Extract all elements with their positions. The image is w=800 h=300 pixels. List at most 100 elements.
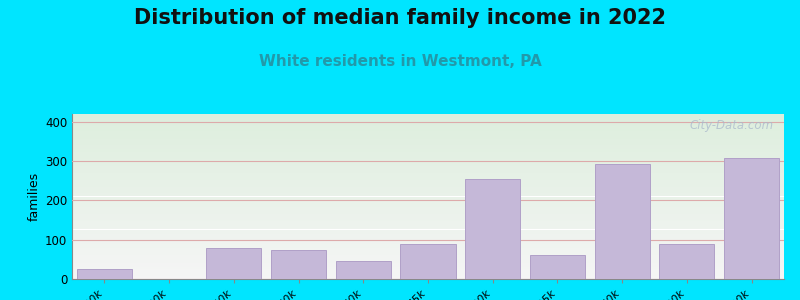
Text: Distribution of median family income in 2022: Distribution of median family income in … <box>134 8 666 28</box>
Bar <box>72 198 784 199</box>
Text: City-Data.com: City-Data.com <box>689 119 774 132</box>
Bar <box>72 124 784 125</box>
Bar <box>72 139 784 140</box>
Bar <box>72 119 784 120</box>
Bar <box>72 162 784 163</box>
Bar <box>72 206 784 207</box>
Bar <box>72 197 784 198</box>
Bar <box>72 121 784 122</box>
Bar <box>72 230 784 231</box>
Bar <box>72 194 784 195</box>
Bar <box>271 250 326 279</box>
Bar <box>72 177 784 178</box>
Bar <box>72 246 784 247</box>
Bar <box>72 205 784 206</box>
Bar <box>530 255 585 279</box>
Bar <box>72 269 784 270</box>
Bar <box>72 273 784 274</box>
Bar <box>72 167 784 168</box>
Bar <box>72 228 784 229</box>
Bar <box>72 239 784 240</box>
Bar <box>72 225 784 226</box>
Bar <box>72 238 784 239</box>
Bar <box>72 143 784 144</box>
Bar <box>72 270 784 271</box>
Bar <box>72 127 784 128</box>
Bar <box>72 191 784 192</box>
Bar <box>72 229 784 230</box>
Bar <box>72 137 784 138</box>
Bar <box>72 202 784 203</box>
Bar <box>72 203 784 204</box>
Bar <box>72 184 784 185</box>
Bar <box>72 152 784 153</box>
Bar <box>72 170 784 171</box>
Bar <box>72 267 784 268</box>
Bar <box>72 207 784 208</box>
Bar <box>72 254 784 255</box>
Bar <box>72 157 784 158</box>
Bar <box>72 174 784 175</box>
Bar <box>72 268 784 269</box>
Bar <box>72 211 784 212</box>
Bar <box>77 269 132 279</box>
Bar <box>72 255 784 256</box>
Bar <box>72 215 784 216</box>
Bar <box>72 210 784 211</box>
Bar <box>72 154 784 155</box>
Bar <box>72 252 784 253</box>
Bar <box>72 185 784 186</box>
Bar <box>72 271 784 272</box>
Bar <box>72 141 784 142</box>
Bar <box>72 212 784 213</box>
Bar <box>72 195 784 196</box>
Bar <box>72 161 784 162</box>
Bar <box>72 172 784 173</box>
Bar <box>206 248 262 279</box>
Bar <box>72 125 784 126</box>
Bar <box>401 244 455 279</box>
Bar <box>724 158 779 279</box>
Bar <box>72 188 784 189</box>
Bar <box>72 233 784 234</box>
Bar <box>72 158 784 159</box>
Bar <box>72 131 784 132</box>
Bar <box>72 189 784 190</box>
Bar <box>72 181 784 182</box>
Y-axis label: families: families <box>28 172 41 221</box>
Bar <box>72 253 784 254</box>
Bar <box>72 134 784 135</box>
Bar <box>72 186 784 187</box>
Bar <box>72 248 784 249</box>
Bar <box>72 118 784 119</box>
Bar <box>72 199 784 200</box>
Bar <box>72 142 784 143</box>
Bar <box>72 133 784 134</box>
Bar <box>72 123 784 124</box>
Bar <box>72 165 784 166</box>
Bar <box>72 223 784 224</box>
Bar <box>72 241 784 242</box>
Bar <box>72 175 784 176</box>
Bar <box>72 117 784 118</box>
Bar <box>72 237 784 238</box>
Bar <box>72 126 784 127</box>
Bar <box>72 190 784 191</box>
Bar <box>72 240 784 241</box>
Bar <box>72 159 784 160</box>
Bar <box>72 128 784 129</box>
Bar <box>336 261 390 279</box>
Bar <box>72 114 784 115</box>
Bar <box>72 217 784 218</box>
Bar <box>72 242 784 243</box>
Bar <box>72 168 784 169</box>
Bar <box>72 145 784 146</box>
Bar <box>72 218 784 219</box>
Bar <box>72 277 784 278</box>
Bar <box>72 120 784 121</box>
Bar <box>72 235 784 236</box>
Bar <box>72 144 784 145</box>
Bar <box>72 274 784 275</box>
Bar <box>72 214 784 215</box>
Bar <box>72 258 784 259</box>
